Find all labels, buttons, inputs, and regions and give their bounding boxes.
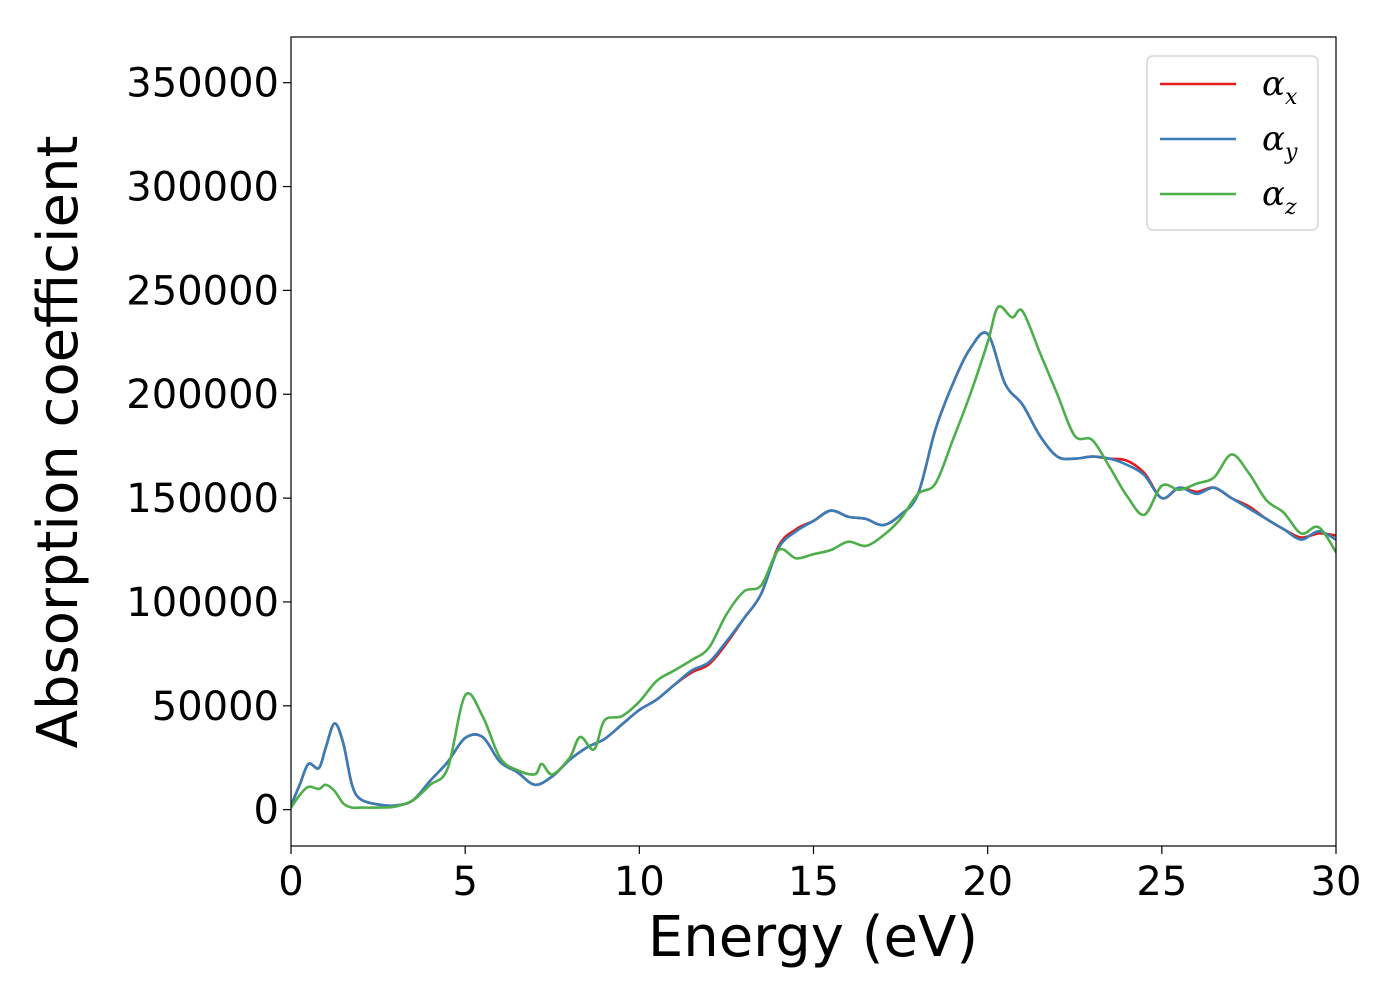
legend-label-x: αx bbox=[1262, 64, 1298, 110]
y-tick-label: 300000 bbox=[126, 165, 279, 211]
y-axis-ticks: 0 50000 100000 150000 200000 250000 300000 3500… bbox=[126, 61, 291, 834]
series-layer bbox=[291, 304, 1336, 810]
x-axis-ticks: 0 5 10 15 20 25 30 bbox=[278, 846, 1361, 905]
x-tick-label: 25 bbox=[1136, 859, 1187, 905]
x-tick-label: 20 bbox=[962, 859, 1013, 905]
x-tick-label: 15 bbox=[788, 859, 839, 905]
x-tick-label: 10 bbox=[614, 859, 665, 905]
series-line-z bbox=[291, 304, 1336, 810]
y-tick-label: 50000 bbox=[152, 684, 279, 730]
x-tick-label: 5 bbox=[452, 859, 477, 905]
legend-label-y: αy bbox=[1262, 119, 1298, 165]
y-tick-label: 250000 bbox=[126, 268, 279, 314]
series-line-x bbox=[291, 331, 1336, 808]
legend-label-z: αz bbox=[1262, 174, 1297, 220]
legend: αx αy αz bbox=[1146, 55, 1319, 231]
y-tick-label: 0 bbox=[254, 788, 279, 834]
y-tick-label: 200000 bbox=[126, 372, 279, 418]
series-line-y bbox=[291, 331, 1336, 808]
x-axis-title: Energy (eV) bbox=[648, 905, 978, 970]
legend-box bbox=[1146, 55, 1319, 231]
y-tick-label: 150000 bbox=[126, 476, 279, 522]
y-axis-title: Absorption coefficient bbox=[26, 136, 91, 749]
y-tick-label: 350000 bbox=[126, 61, 279, 107]
y-tick-label: 100000 bbox=[126, 580, 279, 626]
x-tick-label: 30 bbox=[1311, 859, 1362, 905]
x-tick-label: 0 bbox=[278, 859, 303, 905]
